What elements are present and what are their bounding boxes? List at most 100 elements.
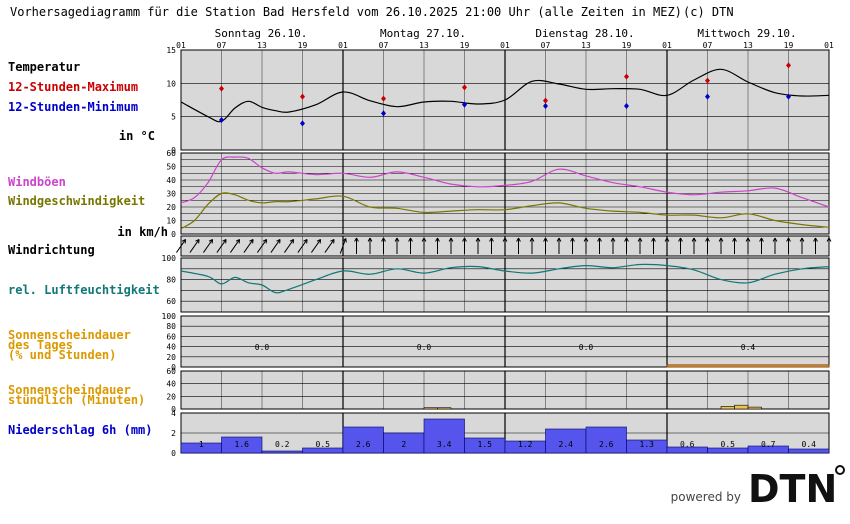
label-sun-daily-3: (% und Stunden): [8, 348, 116, 362]
precip-value: 2.6: [356, 440, 371, 449]
label-temperature: Temperatur: [8, 60, 80, 74]
min-temp-point: [786, 93, 791, 100]
wind-arrow-head: [195, 238, 200, 242]
dtn-logo: DTN: [748, 467, 837, 511]
label-temp-unit: in °C: [119, 129, 155, 143]
wind-arrow-head: [437, 237, 440, 242]
wind-arrow-shaft: [189, 239, 200, 253]
wind-arrow-shaft: [243, 239, 254, 253]
y-tick-label: 2: [171, 429, 176, 438]
wind-direction-arrow: [448, 237, 454, 254]
sun-hourly-bar: [423, 407, 438, 410]
precip-value: 2.6: [599, 440, 614, 449]
wind-arrow-head: [477, 237, 481, 242]
wind-direction-arrow: [651, 237, 656, 254]
wind-direction-arrow: [354, 237, 359, 254]
wind-arrow-head: [518, 237, 521, 242]
wind-arrow-head: [502, 237, 506, 242]
wind-arrow-head: [734, 237, 737, 242]
wind-arrow-head: [410, 237, 413, 242]
max-temp-point: [786, 62, 791, 69]
wind-arrow-shaft: [339, 238, 347, 254]
wind-arrow-head: [786, 237, 789, 242]
dtn-logo-dot: [835, 465, 845, 475]
wind-direction-arrow: [311, 238, 322, 253]
wind-arrow-head: [330, 238, 335, 242]
wind-direction-arrow: [826, 237, 832, 254]
wind-arrow-head: [356, 237, 359, 242]
day-label-3: Dienstag 28.10.: [535, 27, 634, 40]
wind-arrow-head: [828, 237, 832, 242]
wind-arrow-head: [585, 237, 589, 242]
wind-direction-arrow: [813, 237, 818, 254]
max-temp-point: [543, 97, 548, 104]
wind-arrow-head: [342, 238, 347, 242]
wind-direction-arrow: [583, 237, 589, 254]
wind-arrow-head: [369, 237, 373, 242]
wind-direction-arrow: [189, 238, 200, 253]
wind-direction-arrow: [216, 238, 227, 253]
wind-arrow-head: [624, 237, 627, 242]
precip-value: 1.2: [518, 440, 533, 449]
wind-direction-arrow: [745, 237, 751, 254]
wind-arrow-head: [693, 237, 697, 242]
wind-direction-arrow: [324, 238, 335, 253]
hour-tick-label: 07: [541, 41, 551, 50]
wind-arrow-head: [813, 237, 816, 242]
wind-direction-arrow: [435, 237, 440, 254]
wind-arrow-head: [572, 237, 575, 242]
wind-arrow-head: [222, 238, 227, 242]
label-sun-daily-2: des Tages: [8, 338, 73, 352]
label-sun-hourly-2: stündlich (Minuten): [8, 393, 145, 407]
max-temp-point: [300, 93, 305, 100]
hour-tick-label: 01: [176, 41, 186, 50]
wind-direction-arrow: [421, 237, 427, 254]
y-tick-label: 80: [166, 276, 176, 285]
y-tick-label: 0: [171, 405, 176, 414]
wind-arrow-head: [612, 237, 616, 242]
wind-arrow-head: [747, 237, 751, 242]
wind-direction-arrow: [297, 238, 308, 253]
wind-direction-arrow: [610, 237, 616, 254]
wind-direction-arrow: [556, 237, 562, 254]
y-tick-label: 60: [166, 367, 176, 376]
min-temp-point: [705, 93, 710, 100]
wind-arrow-head: [276, 238, 281, 242]
precip-value: 1.6: [235, 440, 250, 449]
wind-arrow-head: [421, 237, 425, 242]
day-label-1: Sonntag 26.10.: [215, 27, 308, 40]
precip-value: 0.4: [802, 440, 817, 449]
wind-arrow-head: [396, 237, 400, 242]
y-axis-tick-labels: 1510506050403020100100806010080604020060…: [162, 46, 177, 458]
label-sun-hourly-1: Sonnenscheindauer: [8, 383, 131, 397]
hour-tick-label: 01: [500, 41, 510, 50]
wind-arrow-shaft: [216, 239, 227, 253]
precip-value: 1: [199, 440, 204, 449]
wind-direction-arrow: [462, 237, 467, 254]
y-tick-label: 10: [166, 79, 176, 88]
y-tick-label: 0: [171, 230, 176, 239]
wind-arrow-head: [759, 237, 762, 242]
chart-marks: 0.0 0.0 0.0 0.4 1 1.6 0.2 0.5 2.6 2 3.4 1.5 1.2 2.4 2.…: [176, 62, 832, 454]
wind-arrow-head: [558, 237, 562, 242]
wind-arrow-head: [691, 237, 695, 242]
wind-direction-arrow: [678, 237, 683, 254]
wind-direction-arrow: [176, 238, 187, 253]
wind-direction-arrow: [489, 237, 494, 254]
wind-arrow-head: [462, 237, 465, 242]
wind-direction-arrow: [367, 237, 373, 254]
y-tick-label: 5: [171, 113, 176, 122]
wind-arrow-head: [570, 237, 573, 242]
label-gusts: Windböen: [8, 175, 66, 189]
wind-arrow-head: [316, 238, 321, 242]
y-tick-label: 0: [171, 449, 176, 458]
min-temp-point: [462, 101, 467, 108]
precip-bar: [423, 418, 465, 454]
y-tick-label: 40: [166, 380, 176, 389]
min-temp-point: [381, 110, 386, 117]
precip-value: 3.4: [437, 440, 452, 449]
y-tick-label: 30: [166, 190, 176, 199]
wind-arrow-head: [531, 237, 535, 242]
wind-arrow-head: [637, 237, 641, 242]
wind-arrow-head: [504, 237, 508, 242]
